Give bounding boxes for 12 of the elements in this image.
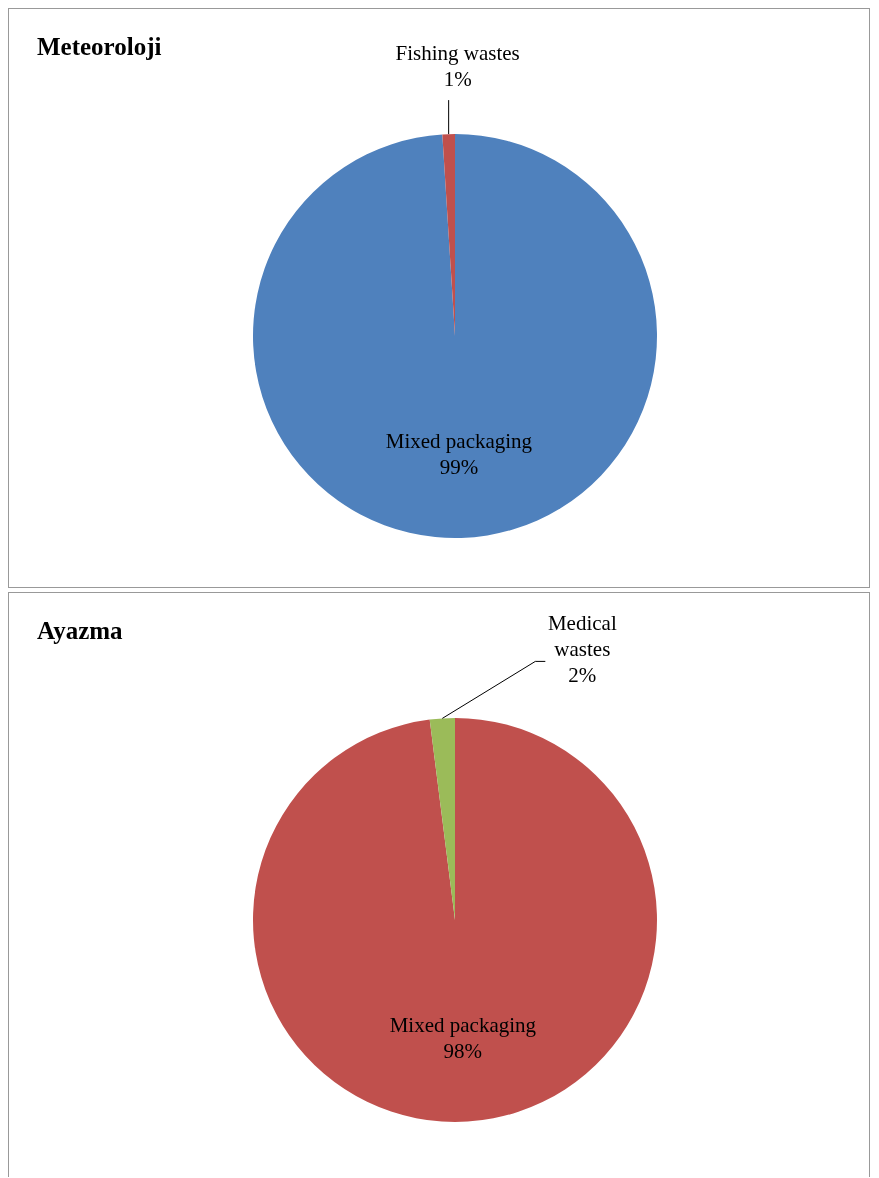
- slice-label: Fishing wastes: [395, 41, 520, 66]
- chart-title: Ayazma: [37, 617, 123, 645]
- slice-label: Mixed packaging: [389, 1012, 537, 1037]
- slice-label: Medical wastes: [547, 611, 617, 662]
- data-label: 99%: [439, 455, 479, 480]
- slice-label: Mixed packaging: [385, 429, 533, 454]
- data-label: 98%: [443, 1038, 483, 1063]
- data-label: 1%: [443, 67, 472, 92]
- data-label: 2%: [568, 663, 597, 688]
- pie-slice: [253, 134, 657, 538]
- pie-slice: [253, 718, 657, 1122]
- chart-title: Meteoroloji: [37, 33, 162, 61]
